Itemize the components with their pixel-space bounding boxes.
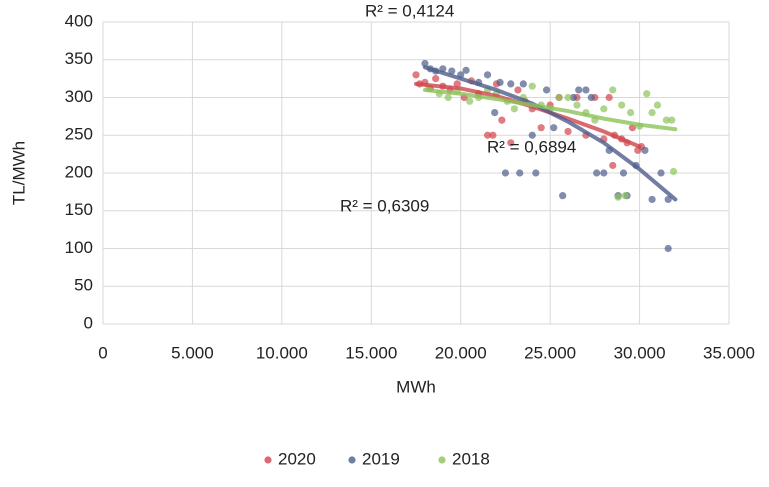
data-point	[412, 71, 420, 79]
data-point	[575, 86, 583, 94]
data-point	[510, 105, 518, 113]
data-point	[621, 192, 629, 200]
x-tick-label: 10.000	[256, 343, 308, 362]
data-point	[507, 80, 515, 88]
data-point	[669, 167, 678, 176]
legend-marker	[264, 456, 272, 464]
data-point	[542, 86, 551, 94]
data-point	[587, 93, 595, 102]
data-point	[537, 124, 545, 132]
y-tick-label: 0	[84, 313, 93, 332]
data-point	[664, 195, 672, 204]
data-point	[498, 116, 506, 124]
data-point	[496, 78, 504, 86]
data-point	[501, 169, 510, 177]
legend-label: 2019	[362, 449, 400, 468]
data-point	[483, 71, 492, 79]
data-point	[550, 124, 558, 132]
data-point	[628, 124, 637, 132]
data-point	[648, 195, 656, 204]
data-point	[618, 101, 626, 109]
y-tick-label: 300	[65, 87, 93, 106]
data-point	[491, 109, 499, 117]
y-tick-label: 150	[65, 200, 93, 219]
y-tick-label: 250	[65, 125, 93, 144]
data-point	[516, 169, 524, 177]
data-point	[555, 93, 563, 102]
x-tick-label: 30.000	[614, 343, 666, 362]
data-point	[668, 116, 676, 124]
legend-marker	[438, 456, 446, 464]
annotation: R² = 0,6309	[340, 196, 429, 215]
data-point	[605, 93, 613, 102]
data-point	[528, 131, 536, 139]
y-tick-label: 100	[65, 238, 93, 257]
annotation: R² = 0,6894	[487, 137, 576, 156]
data-point	[609, 161, 617, 170]
legend-label: 2020	[278, 449, 316, 468]
x-tick-label: 15.000	[345, 343, 397, 362]
data-point	[466, 97, 474, 105]
data-point	[643, 90, 651, 98]
data-point	[432, 75, 440, 83]
trend-line	[422, 87, 678, 132]
trend-line	[422, 65, 678, 202]
data-point	[489, 131, 497, 139]
data-point	[532, 169, 540, 177]
x-tick-label: 20.000	[435, 343, 487, 362]
y-tick-label: 350	[65, 49, 93, 68]
data-point	[564, 93, 572, 102]
annotation: R² = 0,4124	[365, 1, 454, 20]
data-point	[662, 116, 671, 124]
y-tick-label: 200	[65, 162, 93, 181]
data-point	[664, 244, 672, 253]
data-point	[519, 80, 527, 88]
data-point	[559, 192, 567, 200]
data-point	[514, 86, 522, 94]
data-point	[448, 67, 456, 75]
data-point	[648, 109, 656, 117]
data-point	[444, 93, 452, 102]
x-tick-label: 0	[98, 343, 107, 362]
data-point	[657, 169, 665, 177]
data-point	[614, 193, 622, 201]
data-point	[573, 101, 581, 109]
data-point	[453, 80, 461, 88]
data-point	[609, 86, 617, 94]
data-point	[564, 127, 572, 136]
data-point	[569, 93, 577, 102]
data-point	[421, 59, 429, 68]
y-tick-label: 50	[74, 276, 93, 295]
legend-marker	[348, 456, 356, 464]
y-axis-label: TL/MWh	[9, 141, 28, 205]
data-point	[528, 82, 536, 90]
data-point	[593, 169, 601, 177]
x-tick-label: 35.000	[703, 343, 755, 362]
data-point	[462, 66, 470, 74]
data-point	[600, 105, 608, 113]
data-point	[582, 86, 590, 94]
data-point	[483, 131, 492, 139]
x-tick-label: 25.000	[524, 343, 576, 362]
data-point	[507, 139, 515, 147]
x-axis-label: MWh	[396, 377, 436, 396]
legend-label: 2018	[452, 449, 490, 468]
y-tick-label: 400	[65, 11, 93, 30]
data-point	[653, 101, 662, 109]
data-point	[641, 146, 649, 154]
data-point	[600, 169, 608, 177]
x-tick-label: 5.000	[171, 343, 214, 362]
data-point	[619, 169, 628, 177]
data-point	[627, 109, 635, 117]
